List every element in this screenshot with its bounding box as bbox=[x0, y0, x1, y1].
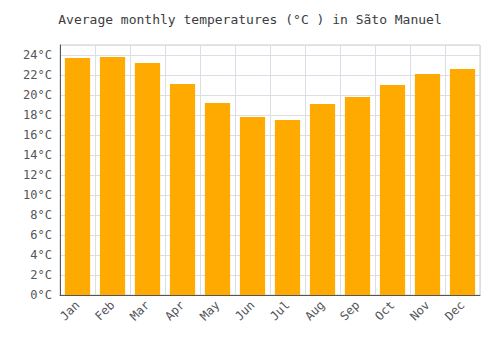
svg-text:May: May bbox=[197, 298, 222, 323]
svg-text:0°C: 0°C bbox=[30, 288, 52, 302]
svg-text:Feb: Feb bbox=[92, 298, 117, 323]
svg-text:4°C: 4°C bbox=[30, 248, 52, 262]
svg-text:Apr: Apr bbox=[162, 298, 187, 323]
svg-text:Jun: Jun bbox=[232, 298, 257, 323]
svg-text:Average monthly temperatures (: Average monthly temperatures (°C ) in Sã… bbox=[58, 12, 442, 27]
svg-text:2°C: 2°C bbox=[30, 268, 52, 282]
svg-text:Jul: Jul bbox=[267, 298, 292, 323]
svg-text:16°C: 16°C bbox=[23, 128, 52, 142]
svg-text:18°C: 18°C bbox=[23, 108, 52, 122]
svg-text:Sep: Sep bbox=[337, 298, 362, 323]
svg-text:20°C: 20°C bbox=[23, 88, 52, 102]
svg-text:12°C: 12°C bbox=[23, 168, 52, 182]
svg-text:Jan: Jan bbox=[57, 298, 82, 323]
svg-text:22°C: 22°C bbox=[23, 68, 52, 82]
svg-text:10°C: 10°C bbox=[23, 188, 52, 202]
svg-text:Dec: Dec bbox=[442, 298, 467, 323]
svg-text:6°C: 6°C bbox=[30, 228, 52, 242]
svg-text:Mar: Mar bbox=[127, 298, 152, 323]
svg-text:24°C: 24°C bbox=[23, 48, 52, 62]
svg-text:Aug: Aug bbox=[302, 298, 327, 323]
svg-text:Oct: Oct bbox=[372, 298, 397, 323]
svg-text:14°C: 14°C bbox=[23, 148, 52, 162]
svg-text:Nov: Nov bbox=[407, 298, 432, 323]
svg-text:8°C: 8°C bbox=[30, 208, 52, 222]
